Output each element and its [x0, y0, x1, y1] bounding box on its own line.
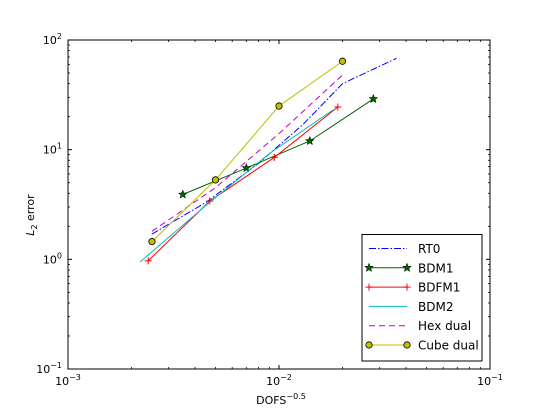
series-bdm2	[139, 109, 334, 263]
y-axis-label-rest: error	[24, 194, 37, 225]
series-line-bdfm1	[147, 106, 339, 262]
x-axis-label-sup: −0.5	[286, 392, 305, 401]
legend-label-bdm2: BDM2	[418, 300, 453, 314]
legend: RT0 BDM1 BDFM1 BDM2 Hex dual Cube dual	[361, 234, 483, 362]
data-point-bdm1-3	[368, 93, 379, 104]
x-axis-label-base: DOFS	[256, 394, 286, 407]
data-point-bdfm1-2	[270, 153, 278, 161]
data-point-cube-dual-3	[338, 57, 347, 65]
data-point-bdfm1-3	[334, 103, 342, 111]
legend-marker-right-bdm1	[402, 262, 412, 273]
legend-label-cube-dual: Cube dual	[418, 339, 479, 353]
data-point-cube-dual-0	[148, 238, 156, 246]
series-hex-dual	[151, 74, 343, 232]
legend-marker-right-cube-dual	[403, 341, 411, 349]
legend-label-bdfm1: BDFM1	[418, 281, 460, 295]
data-point-bdm1-2	[304, 135, 315, 146]
y-tick-label-1: 100	[43, 251, 62, 266]
x-tick-label-2: 10−1	[477, 373, 503, 388]
legend-label-hex-dual: Hex dual	[418, 319, 471, 333]
data-point-bdfm1-0	[144, 257, 152, 265]
y-axis-label: L2 error	[24, 194, 39, 236]
y-axis-label-main: L	[24, 230, 37, 236]
series-line-bdm2	[139, 109, 334, 263]
legend-item-rt0: RT0	[369, 242, 440, 256]
legend-marker-left-cube-dual	[365, 341, 373, 349]
x-axis-label: DOFS−0.5	[256, 392, 306, 407]
legend-label-bdm1: BDM1	[418, 261, 453, 275]
legend-marker-left-bdm1	[364, 262, 374, 273]
y-tick-label-2: 101	[43, 142, 62, 157]
x-tick-label-1: 10−2	[266, 373, 292, 388]
legend-marker-left-bdfm1	[365, 283, 373, 291]
y-tick-label-3: 102	[43, 32, 62, 47]
legend-item-cube-dual: Cube dual	[365, 339, 479, 353]
data-point-bdm1-0	[177, 189, 188, 199]
legend-box	[361, 234, 483, 362]
series-bdfm1	[144, 103, 342, 265]
legend-marker-right-bdfm1	[403, 283, 411, 291]
series-line-cube-dual	[151, 60, 343, 242]
data-point-bdfm1-1	[206, 197, 214, 205]
series-rt0	[151, 57, 397, 235]
data-point-bdm1-1	[241, 162, 252, 173]
x-tick-label-0: 10−3	[55, 373, 81, 388]
legend-item-hex-dual: Hex dual	[369, 319, 471, 333]
y-axis-label-sub: 2	[30, 224, 39, 229]
data-point-cube-dual-2	[275, 102, 283, 110]
legend-item-bdm2: BDM2	[369, 300, 453, 314]
series-cube-dual	[148, 57, 347, 246]
series-line-hex-dual	[151, 74, 343, 232]
y-tick-label-0: 10−1	[36, 361, 62, 376]
legend-item-bdm1: BDM1	[364, 261, 453, 275]
legend-label-rt0: RT0	[418, 242, 440, 256]
legend-item-bdfm1: BDFM1	[365, 281, 460, 295]
series-line-rt0	[151, 57, 397, 235]
data-point-cube-dual-1	[211, 176, 220, 184]
